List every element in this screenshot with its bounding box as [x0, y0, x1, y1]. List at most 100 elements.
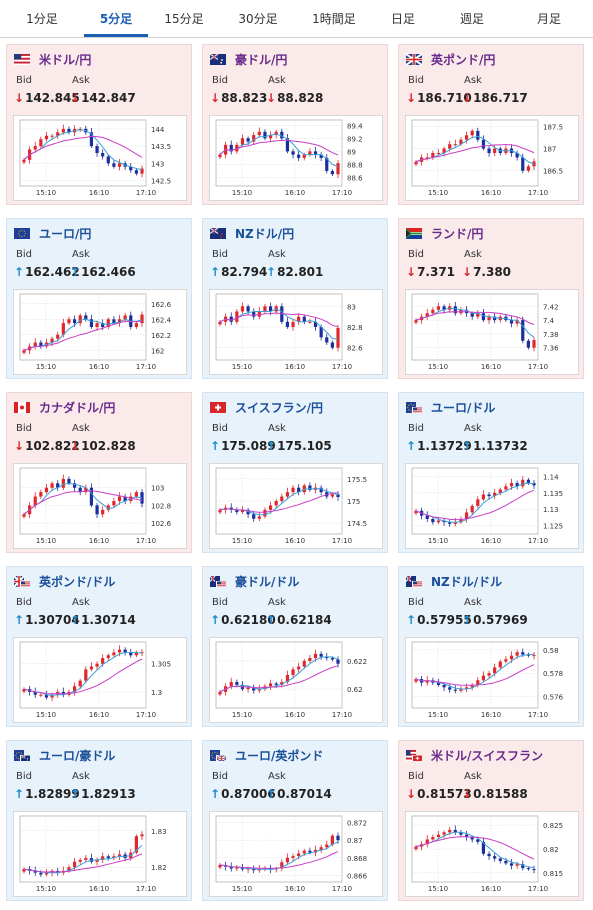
candle	[285, 321, 290, 327]
chart-frame[interactable]: 1.305 1.3 15:10 16:10 17:10	[13, 637, 187, 723]
currency-pair-name[interactable]: 豪ドル/円	[235, 53, 288, 67]
tab-5[interactable]: 1時間足	[312, 12, 356, 26]
currency-pair-name[interactable]: カナダドル/円	[39, 401, 116, 415]
currency-pair-name[interactable]: ユーロ/ドル	[431, 401, 496, 415]
tab-6[interactable]: 日足	[390, 12, 415, 26]
candle	[459, 688, 463, 691]
y-tick-label: 0.815	[543, 870, 563, 878]
rate-card[interactable]: カナダドル/円 Bid Ask ↓102.822 ↓102.828 103 102.8 102…	[6, 392, 192, 553]
chart-frame[interactable]: 0.825 0.82 0.815 15:10 16:10 17:10	[405, 811, 579, 897]
rate-card[interactable]: ユーロ/英ポンド Bid Ask ↑0.87006 ↑0.87014 0.872 0.87 0…	[202, 740, 388, 901]
currency-pair-name[interactable]: 英ポンド/ドル	[39, 575, 116, 589]
y-tick-label: 0.82	[543, 846, 559, 854]
ask-value: 0.87014	[277, 787, 332, 801]
currency-pair-name[interactable]: 豪ドル/ドル	[235, 575, 300, 589]
tab-2[interactable]: 5分足	[84, 0, 148, 37]
bid-label: Bid	[212, 771, 228, 782]
candle	[84, 669, 88, 681]
ma-long-line	[415, 143, 535, 163]
candle	[229, 316, 233, 322]
currency-pair-name[interactable]: ユーロ/豪ドル	[39, 749, 116, 763]
rate-card[interactable]: ユーロ/円 Bid Ask ↑162.462 ↑162.466 162.6 162.4 162…	[6, 218, 192, 379]
chart-frame[interactable]: 187.5 187 186.5 15:10 16:10 17:10	[405, 115, 579, 201]
y-tick-label: 143.5	[151, 143, 171, 151]
nz-flag-icon	[210, 228, 226, 239]
chart-frame[interactable]: 103 102.8 102.6 15:10 16:10 17:10	[13, 463, 187, 549]
tab-3[interactable]: 15分足	[164, 12, 204, 26]
rate-card[interactable]: NZドル/円 Bid Ask ↑82.794 ↑82.801 83 82.8 82.6 15:1…	[202, 218, 388, 379]
candle	[50, 135, 54, 137]
x-tick-label: 17:10	[528, 711, 548, 719]
y-tick-label: 186.5	[543, 168, 563, 176]
currency-pair-name[interactable]: ランド/円	[431, 227, 484, 241]
rate-card[interactable]: 米ドル/円 Bid Ask ↓142.845 ↓142.847 144 143.5 143 14…	[6, 44, 192, 205]
candle	[297, 316, 301, 322]
chart-frame[interactable]: 162.6 162.4 162.2 162 15:10 16:10 17:10	[13, 289, 187, 375]
x-tick-label: 15:10	[428, 885, 448, 893]
candle	[319, 154, 323, 158]
chart-frame[interactable]: 83 82.8 82.6 15:10 16:10 17:10	[209, 289, 383, 375]
rate-card[interactable]: 豪ドル/ドル Bid Ask ↑0.62180 ↑0.62184 0.622 0.62 15:…	[202, 566, 388, 727]
rate-card[interactable]: 英ポンド/円 Bid Ask ↓186.710 ↓186.717 187.5 187 186.…	[398, 44, 584, 205]
chart-frame[interactable]: 0.872 0.87 0.868 0.866 15:10 16:10 17:10	[209, 811, 383, 897]
currency-pair-name[interactable]: 英ポンド/円	[431, 53, 496, 67]
y-tick-label: 0.872	[347, 819, 367, 827]
ask-label: Ask	[268, 249, 286, 260]
chart-frame[interactable]: 1.83 1.82 15:10 16:10 17:10	[13, 811, 187, 897]
ma-long-line	[415, 489, 535, 521]
y-tick-label: 187.5	[543, 123, 563, 131]
ask-price: ↓186.717	[462, 91, 528, 105]
currency-pair-name[interactable]: ユーロ/円	[39, 227, 92, 241]
candle	[263, 306, 267, 312]
price-chart: 162.6 162.4 162.2 162 15:10 16:10 17:10	[19, 293, 172, 371]
currency-pair-name[interactable]: スイスフラン/円	[235, 401, 324, 415]
chart-frame[interactable]: 175.5 175 174.5 15:10 16:10 17:10	[209, 463, 383, 549]
chart-frame[interactable]: 7.42 7.4 7.38 7.36 15:10 16:10 17:10	[405, 289, 579, 375]
rate-card[interactable]: ユーロ/豪ドル Bid Ask ↑1.82899 ↑1.82913 1.83 1.82 15:…	[6, 740, 192, 901]
currency-pair-name[interactable]: NZドル/円	[235, 227, 295, 241]
nz-us-flag-icon	[406, 576, 422, 587]
chart-frame[interactable]: 0.58 0.578 0.576 15:10 16:10 17:10	[405, 637, 579, 723]
candle	[521, 652, 525, 655]
y-tick-label: 174.5	[347, 520, 367, 528]
chart-frame[interactable]: 1.14 1.135 1.13 1.125 15:10 16:10 17:10	[405, 463, 579, 549]
chart-frame[interactable]: 0.622 0.62 15:10 16:10 17:10	[209, 637, 383, 723]
candle	[515, 483, 519, 487]
rate-card[interactable]: 英ポンド/ドル Bid Ask ↑1.30704 ↑1.30714 1.305 1.3 15:…	[6, 566, 192, 727]
rate-card[interactable]: ランド/円 Bid Ask ↓7.371 ↓7.380 7.42 7.4 7.38 7.36 15…	[398, 218, 584, 379]
currency-pair-name[interactable]: 米ドル/円	[39, 53, 92, 67]
candle	[509, 320, 514, 324]
candle	[319, 847, 323, 850]
ask-price: ↑175.105	[266, 439, 332, 453]
currency-pair-name[interactable]: ユーロ/英ポンド	[235, 749, 324, 763]
candle	[330, 342, 334, 348]
candle	[252, 687, 256, 691]
chart-frame[interactable]: 89.4 89.2 89 88.8 88.6 15:10 16:10 17:10	[209, 115, 383, 201]
candle	[268, 135, 273, 139]
price-chart: 1.14 1.135 1.13 1.125 15:10 16:10 17:10	[411, 467, 563, 545]
ask-label: Ask	[72, 75, 90, 86]
rate-card[interactable]: NZドル/ドル Bid Ask ↑0.57955 ↑0.57969 0.58 0.578 0.…	[398, 566, 584, 727]
tab-4[interactable]: 30分足	[238, 12, 278, 26]
candle	[442, 306, 446, 310]
y-tick-label: 175.5	[347, 476, 367, 484]
tab-8[interactable]: 月足	[536, 12, 561, 26]
candle	[39, 342, 43, 347]
rate-card[interactable]: スイスフラン/円 Bid Ask ↑175.089 ↑175.105 175.5 175 17…	[202, 392, 388, 553]
tab-7[interactable]: 週足	[459, 12, 484, 26]
candle	[297, 154, 301, 158]
x-tick-label: 16:10	[285, 537, 305, 545]
bid-price: ↑1.13729	[406, 439, 472, 453]
candle	[44, 694, 49, 698]
currency-pair-name[interactable]: NZドル/ドル	[431, 575, 503, 589]
candle	[257, 689, 261, 691]
rate-card[interactable]: 豪ドル/円 Bid Ask ↓88.823 ↓88.828 89.4 89.2 89 88.8 8…	[202, 44, 388, 205]
candle	[39, 872, 43, 875]
bid-label: Bid	[212, 597, 228, 608]
candle	[336, 835, 340, 841]
currency-pair-name[interactable]: 米ドル/スイスフラン	[431, 749, 544, 763]
chart-frame[interactable]: 144 143.5 143 142.5 15:10 16:10 17:10	[13, 115, 187, 201]
rate-card[interactable]: 米ドル/スイスフラン Bid Ask ↓0.81573 ↓0.81588 0.825 0.8…	[398, 740, 584, 901]
rate-card[interactable]: ユーロ/ドル Bid Ask ↑1.13729 ↑1.13732 1.14 1.135 1.1…	[398, 392, 584, 553]
tab-1[interactable]: 1分足	[26, 12, 58, 26]
